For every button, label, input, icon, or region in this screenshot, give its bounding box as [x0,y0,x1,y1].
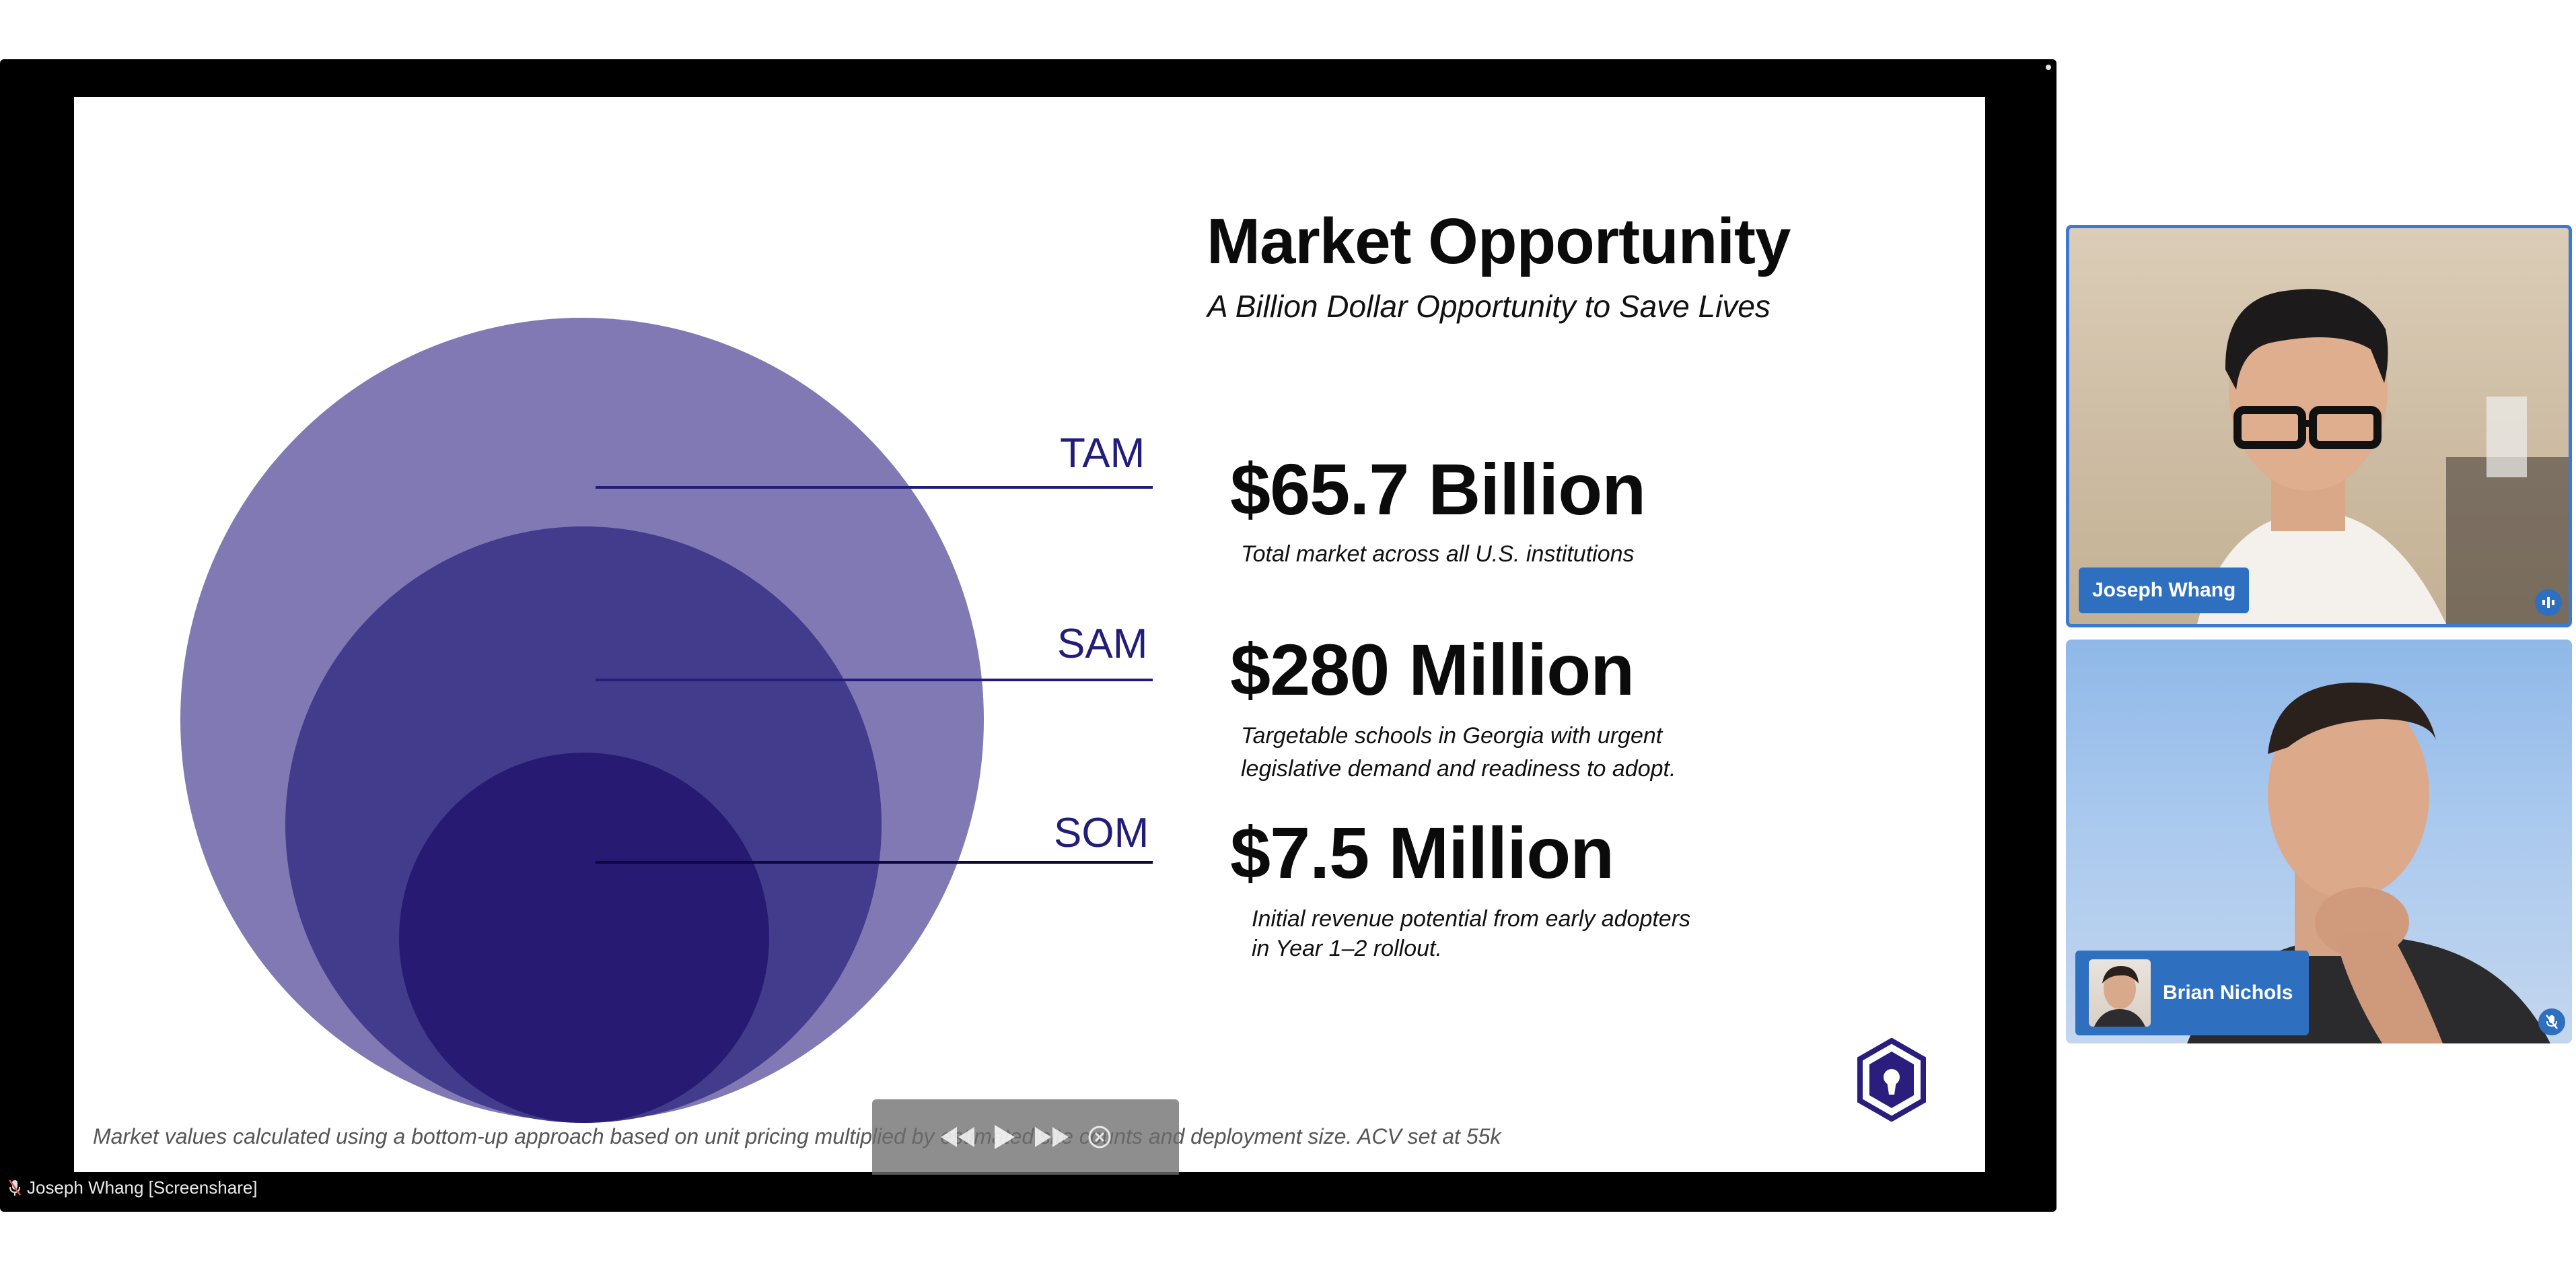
tam-label: TAM [1060,430,1145,477]
market-size-diagram [180,318,1153,1123]
slide-footnote: Market values calculated using a bottom-… [93,1124,1501,1148]
som-label: SOM [1054,810,1149,856]
sam-label: SAM [1057,621,1148,667]
mic-muted-icon [8,1179,22,1196]
screenshare-window: Market Opportunity A Billion Dollar Oppo… [0,59,2056,1212]
presentation-slide: Market Opportunity A Billion Dollar Oppo… [74,97,1985,1172]
play-icon[interactable] [993,1124,1016,1150]
participant-name-chip: Joseph Whang [2079,568,2250,613]
slide-title: Market Opportunity [1207,205,1791,277]
rewind-icon[interactable] [939,1126,976,1148]
window-indicator-dot [2046,65,2051,70]
media-controls [872,1099,1179,1175]
fast-forward-icon[interactable] [1034,1126,1070,1148]
participant-tile-brian[interactable]: Brian Nichols [2066,640,2572,1043]
participant-name: Brian Nichols [2163,982,2293,1004]
shield-logo-icon [1857,1038,1926,1122]
participant-name-chip: Brian Nichols [2075,951,2310,1035]
screenshare-owner-name: Joseph Whang [Screenshare] [27,1177,258,1198]
mic-muted-icon [2538,1008,2565,1035]
tam-caption: Total market across all U.S. institution… [1241,541,1635,567]
som-caption-line-1: Initial revenue potential from early ado… [1252,906,1691,932]
participant-tile-joseph[interactable]: Joseph Whang [2066,225,2572,627]
sam-caption-line-2: legislative demand and readiness to adop… [1241,756,1676,782]
som-value: $7.5 Million [1230,812,1614,893]
participant-video-joseph [2197,289,2569,624]
tam-value: $65.7 Billion [1230,448,1646,530]
close-icon[interactable] [1087,1125,1112,1149]
slide-subtitle: A Billion Dollar Opportunity to Save Liv… [1207,289,1770,324]
som-circle [399,753,769,1123]
screenshare-owner-label: Joseph Whang [Screenshare] [8,1174,258,1201]
audio-bars-icon [2535,589,2562,616]
sam-caption-line-1: Targetable schools in Georgia with urgen… [1241,723,1663,749]
participant-name: Joseph Whang [2092,579,2236,601]
sam-value: $280 Million [1230,629,1635,710]
avatar [2089,959,2151,1027]
som-caption-line-2: in Year 1–2 rollout. [1252,936,1442,961]
